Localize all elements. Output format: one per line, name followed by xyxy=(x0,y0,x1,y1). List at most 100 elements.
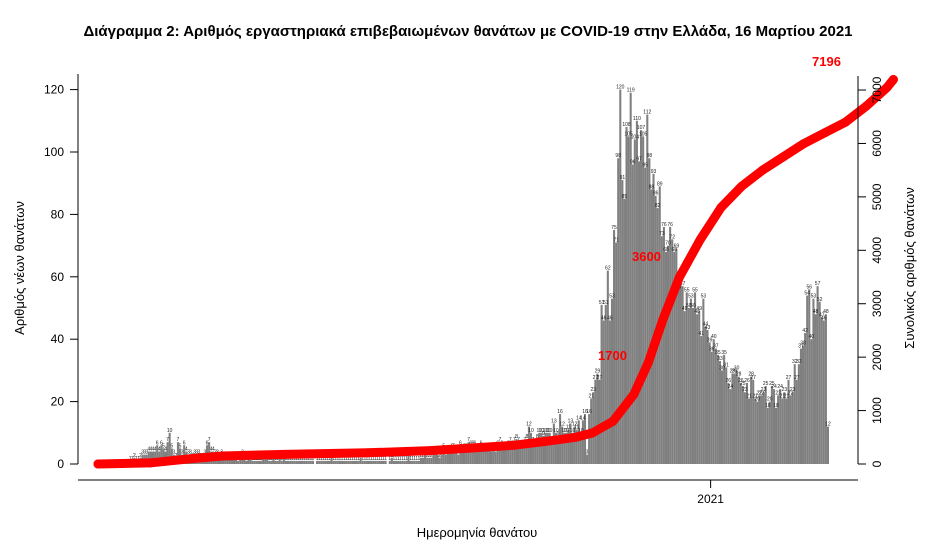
bar xyxy=(706,329,709,464)
bar xyxy=(567,429,570,464)
cumulative-point xyxy=(716,203,726,213)
bar-value-label: 21 xyxy=(779,393,785,399)
bar xyxy=(754,398,757,464)
bar xyxy=(349,460,352,464)
bar-value-label: 44 xyxy=(703,322,709,328)
bar-value-label: 55 xyxy=(692,287,698,293)
bar xyxy=(623,198,626,465)
bar-value-label: 6 xyxy=(183,440,186,446)
bar-value-label: 98 xyxy=(647,153,653,159)
bar-value-label: 18 xyxy=(765,403,771,409)
bar xyxy=(735,370,738,464)
bar xyxy=(384,460,387,464)
bar-value-label: 93 xyxy=(651,169,657,175)
bar-value-label: 91 xyxy=(620,175,626,181)
bar xyxy=(714,348,717,464)
left-tick-label: 60 xyxy=(51,270,65,284)
bar-value-label: 1 xyxy=(295,456,298,462)
bar xyxy=(469,445,472,464)
bar xyxy=(149,451,152,464)
cumulative-point xyxy=(145,458,155,468)
cumulative-series xyxy=(93,75,898,469)
bar xyxy=(791,392,794,464)
bar-value-label: 28 xyxy=(748,372,754,378)
bar xyxy=(353,460,356,464)
bar-value-label: 1 xyxy=(316,456,319,462)
bar-value-label: 1 xyxy=(324,456,327,462)
bar-value-label: 2 xyxy=(430,453,433,459)
bar xyxy=(739,382,742,464)
bar-value-label: 32 xyxy=(792,359,798,365)
bar-value-label: 2 xyxy=(422,453,425,459)
bar-value-label: 12 xyxy=(526,422,532,428)
bar-value-label: 1 xyxy=(399,456,402,462)
bar-value-label: 7 xyxy=(166,437,169,443)
bar-value-label: 7 xyxy=(509,437,512,443)
x-axis-ticks: 2021 xyxy=(697,480,724,506)
bar-value-label: 12 xyxy=(825,422,831,428)
bar-value-label: 7 xyxy=(467,437,470,443)
bar xyxy=(467,442,470,464)
bar xyxy=(274,460,277,464)
bar-value-label: 1 xyxy=(289,456,292,462)
bar-value-label: 21 xyxy=(588,393,594,399)
bar xyxy=(232,457,236,464)
cumulative-point xyxy=(363,448,373,458)
bar-value-label: 48 xyxy=(694,309,700,315)
bar xyxy=(307,460,310,464)
bar-value-label: 3 xyxy=(204,450,207,456)
bar-value-label: 53 xyxy=(688,294,694,300)
bar xyxy=(667,245,670,464)
bar-value-label: 9 xyxy=(542,431,545,437)
bar-value-label: 104 xyxy=(631,135,640,141)
left-tick-label: 20 xyxy=(51,395,65,409)
bar xyxy=(554,432,557,464)
bar-value-label: 10 xyxy=(578,428,584,434)
bar xyxy=(245,460,248,464)
bar-value-label: 13 xyxy=(568,418,574,424)
bar xyxy=(183,445,186,464)
bar xyxy=(272,457,275,464)
bar xyxy=(565,432,568,464)
bar-value-label: 1 xyxy=(349,456,352,462)
bar-value-label: 4 xyxy=(212,447,215,453)
bar xyxy=(725,367,728,464)
bar-value-label: 10 xyxy=(553,428,559,434)
bar xyxy=(251,460,254,464)
cumulative-point xyxy=(643,357,653,367)
bar xyxy=(660,236,663,464)
bar xyxy=(517,442,520,464)
bar-value-label: 1 xyxy=(384,456,387,462)
bar xyxy=(486,448,489,464)
bar xyxy=(808,289,811,464)
bar xyxy=(218,457,221,464)
bar-value-label: 28 xyxy=(736,372,742,378)
bar xyxy=(785,398,788,464)
bar-value-label: 4 xyxy=(185,447,188,453)
bar-value-label: 21 xyxy=(752,393,758,399)
bar xyxy=(230,457,233,464)
bar-value-label: 1 xyxy=(351,456,354,462)
bar xyxy=(498,442,501,464)
bar xyxy=(367,460,371,464)
cumulative-point xyxy=(882,82,892,92)
bar-value-label: 1 xyxy=(411,456,414,462)
bar xyxy=(799,348,803,464)
bar xyxy=(266,457,269,464)
bar xyxy=(299,460,302,464)
bar xyxy=(685,292,688,464)
bar xyxy=(642,136,645,464)
bar-value-label: 23 xyxy=(761,387,767,393)
bar xyxy=(635,120,638,465)
bar-value-label: 1 xyxy=(397,456,400,462)
bar-value-label: 35 xyxy=(721,350,727,356)
bar-value-label: 82 xyxy=(655,203,661,209)
bar-value-label: 2 xyxy=(420,453,423,459)
bar xyxy=(372,460,375,464)
bar-value-label: 3 xyxy=(187,450,190,456)
bar-value-label: 112 xyxy=(643,110,651,116)
bar-value-label: 37 xyxy=(798,344,804,350)
callout-mid: 3600 xyxy=(632,249,661,264)
bar xyxy=(519,445,522,464)
bar xyxy=(378,460,381,464)
